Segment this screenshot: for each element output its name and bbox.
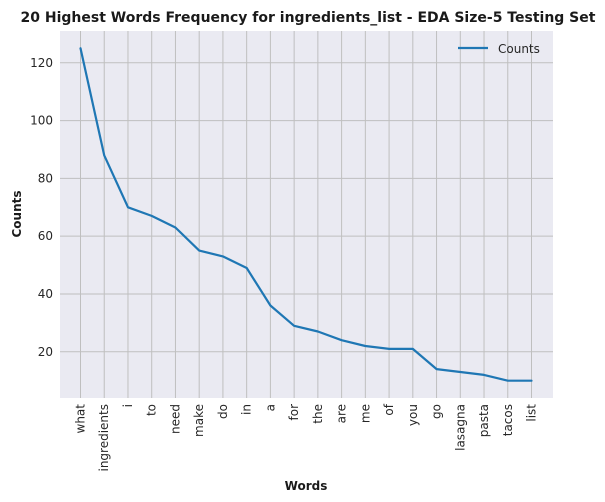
x-tick-label: make: [192, 404, 206, 437]
x-tick-label: go: [430, 404, 444, 419]
x-tick-label: lasagna: [453, 404, 467, 451]
x-tick-label: a: [263, 404, 277, 411]
x-tick-label: in: [240, 404, 254, 415]
x-tick-label: of: [382, 403, 396, 415]
x-tick-label: to: [145, 404, 159, 416]
x-tick-label: me: [358, 404, 372, 423]
x-tick-label: pasta: [477, 404, 491, 437]
legend-label-counts: Counts: [498, 42, 540, 56]
chart-title: 20 Highest Words Frequency for ingredien…: [21, 10, 596, 26]
x-tick-label: what: [74, 404, 88, 434]
x-tick-label: tacos: [501, 404, 515, 436]
x-tick-label: need: [168, 404, 182, 434]
x-tick-labels: what ingredients i to need make do in a for the are…: [74, 403, 539, 471]
y-tick-label: 60: [38, 229, 53, 243]
x-tick-label: ingredients: [97, 404, 111, 472]
x-tick-label: the: [311, 404, 325, 424]
y-tick-label: 120: [30, 56, 53, 70]
x-axis-label: Words: [285, 479, 328, 493]
y-tick-labels: 20 40 60 80 100 120: [30, 56, 53, 359]
y-tick-label: 40: [38, 287, 53, 301]
x-tick-label: list: [525, 404, 539, 422]
x-tick-label: you: [406, 404, 420, 426]
y-tick-label: 20: [38, 345, 53, 359]
y-tick-label: 100: [30, 114, 53, 128]
plot-area: [60, 31, 553, 398]
y-tick-label: 80: [38, 171, 53, 185]
x-tick-label: for: [287, 404, 301, 421]
x-tick-label: do: [216, 404, 230, 419]
y-axis-label: Counts: [10, 190, 24, 237]
x-tick-label: i: [121, 404, 135, 407]
x-tick-label: are: [335, 404, 349, 423]
